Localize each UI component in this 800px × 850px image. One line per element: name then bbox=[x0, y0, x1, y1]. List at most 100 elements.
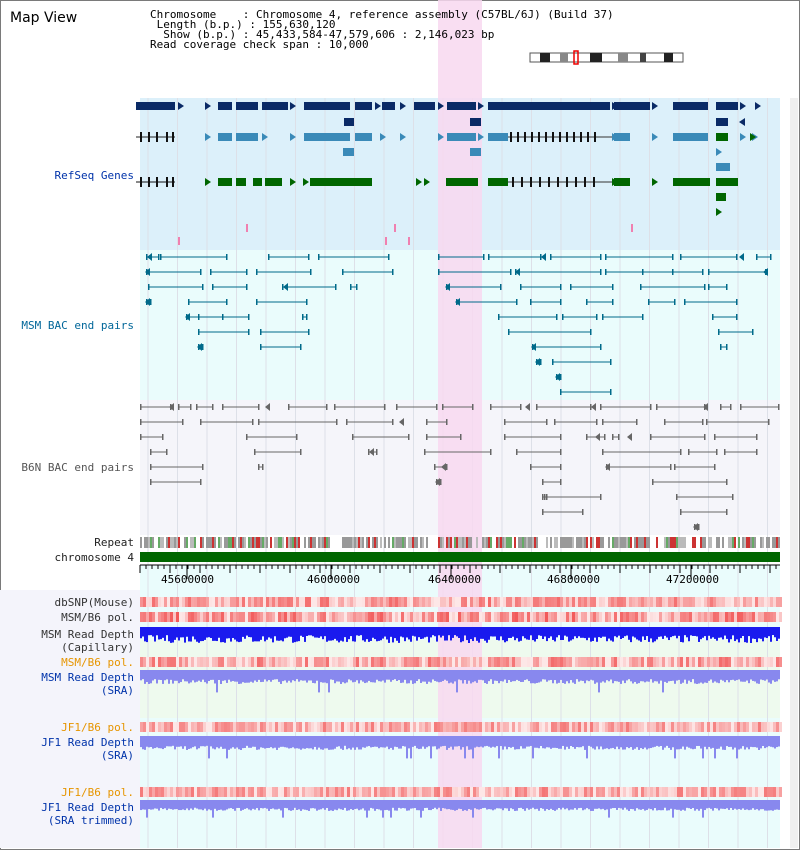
read-depth-bar bbox=[510, 627, 512, 638]
read-depth-bar bbox=[234, 800, 236, 811]
read-depth-bar bbox=[308, 800, 310, 811]
polymorphism-mark bbox=[536, 597, 539, 607]
polymorphism-mark bbox=[278, 787, 281, 797]
read-depth-bar bbox=[580, 627, 582, 638]
read-depth-bar bbox=[768, 670, 770, 683]
repeat-mark bbox=[732, 537, 734, 548]
read-depth-bar bbox=[386, 736, 388, 747]
polymorphism-mark bbox=[476, 722, 479, 732]
repeat-mark bbox=[506, 537, 508, 548]
read-depth-bar bbox=[778, 670, 780, 680]
exon-tick bbox=[593, 177, 595, 187]
msm-depth-cap-label-1[interactable]: MSM Read Depth bbox=[41, 628, 134, 641]
msm-b6-pol-label[interactable]: MSM/B6 pol. bbox=[61, 611, 134, 624]
read-depth-bar bbox=[368, 670, 370, 681]
polymorphism-mark bbox=[539, 787, 542, 797]
read-depth-bar bbox=[464, 670, 466, 681]
read-depth-bar bbox=[616, 627, 618, 638]
read-depth-bar bbox=[546, 627, 548, 642]
marker-tick bbox=[385, 237, 387, 245]
polymorphism-mark bbox=[524, 612, 527, 622]
read-depth-bar bbox=[642, 670, 644, 682]
polymorphism-mark bbox=[164, 722, 167, 732]
polymorphism-mark bbox=[275, 657, 278, 667]
read-depth-bar bbox=[174, 627, 176, 640]
bac-end bbox=[318, 254, 320, 260]
read-depth-bar bbox=[338, 627, 340, 643]
read-depth-bar bbox=[386, 670, 388, 680]
read-depth-bar bbox=[598, 800, 600, 809]
polymorphism-mark bbox=[743, 612, 746, 622]
bac-end bbox=[182, 419, 184, 425]
repeat-mark bbox=[636, 537, 638, 548]
read-depth-bar bbox=[276, 670, 278, 680]
repeat-label[interactable]: Repeat bbox=[94, 536, 134, 549]
jf1-b6-pol2-label[interactable]: JF1/B6 pol. bbox=[61, 786, 134, 799]
repeat-mark bbox=[312, 537, 314, 548]
polymorphism-mark bbox=[398, 612, 401, 622]
polymorphism-mark bbox=[725, 612, 728, 622]
jf1-depth-trim-label-1[interactable]: JF1 Read Depth bbox=[41, 801, 134, 814]
polymorphism-mark bbox=[752, 722, 755, 732]
read-depth-bar bbox=[322, 670, 324, 683]
polymorphism-mark bbox=[335, 657, 338, 667]
msm-bac-label[interactable]: MSM BAC end pairs bbox=[21, 319, 134, 332]
refseq-label[interactable]: RefSeq Genes bbox=[54, 169, 134, 182]
polymorphism-mark bbox=[734, 657, 737, 667]
read-depth-bar bbox=[688, 670, 690, 681]
read-depth-bar bbox=[460, 736, 462, 750]
exon-tick bbox=[166, 177, 168, 187]
polymorphism-mark bbox=[500, 612, 503, 622]
msm-b6-pol2-label[interactable]: MSM/B6 pol. bbox=[61, 656, 134, 669]
polymorphism-mark bbox=[644, 722, 647, 732]
jf1-depth-sra-label-1[interactable]: JF1 Read Depth bbox=[41, 736, 134, 749]
read-depth-bar bbox=[700, 800, 702, 809]
polymorphism-mark bbox=[668, 657, 671, 667]
read-depth-bar bbox=[666, 670, 668, 683]
polymorphism-mark bbox=[296, 787, 299, 797]
gene-arrow bbox=[205, 133, 211, 141]
read-depth-bar bbox=[628, 627, 630, 640]
read-depth-bar bbox=[302, 800, 304, 810]
polymorphism-mark bbox=[359, 612, 362, 622]
polymorphism-mark bbox=[359, 597, 362, 607]
polymorphism-mark bbox=[296, 722, 299, 732]
gene-block bbox=[716, 102, 738, 110]
msm-depth-sra-label-1[interactable]: MSM Read Depth bbox=[41, 671, 134, 684]
read-depth-bar bbox=[358, 736, 360, 750]
polymorphism-mark bbox=[491, 657, 494, 667]
dbsnp-label[interactable]: dbSNP(Mouse) bbox=[54, 596, 134, 609]
gene-block bbox=[470, 118, 481, 126]
repeat-mark bbox=[560, 537, 562, 548]
polymorphism-mark bbox=[398, 787, 401, 797]
read-depth-bar bbox=[650, 736, 652, 749]
bac-end bbox=[258, 404, 260, 410]
b6n-bac-label[interactable]: B6N BAC end pairs bbox=[21, 461, 134, 474]
polymorphism-mark bbox=[164, 787, 167, 797]
polymorphism-mark bbox=[668, 597, 671, 607]
polymorphism-mark bbox=[308, 787, 311, 797]
polymorphism-mark bbox=[482, 722, 485, 732]
polymorphism-mark bbox=[299, 597, 302, 607]
polymorphism-mark bbox=[320, 657, 323, 667]
polymorphism-mark bbox=[287, 722, 290, 732]
polymorphism-mark bbox=[359, 787, 362, 797]
polymorphism-mark bbox=[506, 722, 509, 732]
repeat-mark bbox=[578, 537, 580, 548]
bac-end bbox=[150, 449, 152, 455]
polymorphism-mark bbox=[518, 787, 521, 797]
read-depth-bar bbox=[142, 800, 144, 810]
polymorphism-mark bbox=[335, 787, 338, 797]
polymorphism-mark bbox=[674, 722, 677, 732]
read-depth-bar bbox=[750, 800, 752, 810]
polymorphism-mark bbox=[473, 657, 476, 667]
read-depth-bar bbox=[408, 736, 410, 749]
marker-tick bbox=[631, 224, 633, 232]
read-depth-bar bbox=[662, 627, 664, 639]
read-depth-bar bbox=[370, 627, 372, 641]
read-depth-bar bbox=[230, 800, 232, 809]
bac-end bbox=[640, 284, 642, 290]
bac-end bbox=[560, 389, 562, 395]
jf1-b6-pol-label[interactable]: JF1/B6 pol. bbox=[61, 721, 134, 734]
